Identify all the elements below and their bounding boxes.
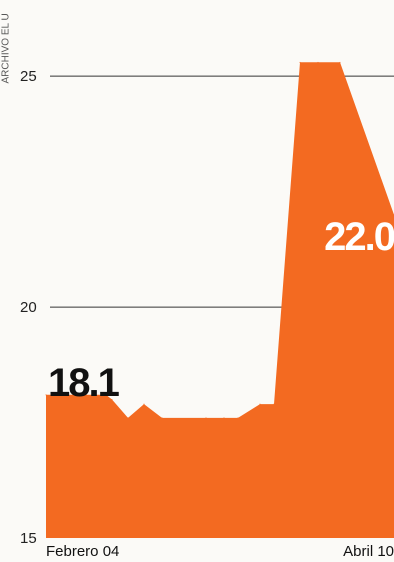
data-point-5 [161, 417, 163, 419]
area-series [45, 61, 394, 539]
data-point-1 [105, 394, 107, 396]
data-point-9 [259, 403, 261, 405]
y-tick-label-20: 20 [20, 299, 37, 316]
data-point-8 [237, 417, 239, 419]
data-point-0 [45, 394, 47, 396]
data-point-11 [299, 61, 301, 63]
x-tick-label-end: Abril 10 [343, 543, 394, 560]
data-point-4 [143, 403, 145, 405]
x-axis: Febrero 04 Abril 10 [46, 543, 394, 560]
y-axis: 15 20 25 [20, 68, 37, 547]
data-point-3 [127, 417, 129, 419]
data-point-10 [273, 403, 275, 405]
data-point-12 [317, 61, 319, 63]
area-fill [46, 62, 394, 539]
data-point-2 [111, 398, 113, 400]
data-label-start: 18.1 [48, 361, 120, 405]
y-tick-label-15: 15 [20, 530, 37, 547]
data-label-end: 22.0 [324, 215, 394, 259]
data-labels: 18.1 22.0 [48, 215, 394, 405]
y-tick-label-25: 25 [20, 68, 37, 85]
data-point-7 [223, 417, 225, 419]
data-point-6 [205, 417, 207, 419]
data-point-13 [339, 61, 341, 63]
x-tick-label-start: Febrero 04 [46, 543, 119, 560]
